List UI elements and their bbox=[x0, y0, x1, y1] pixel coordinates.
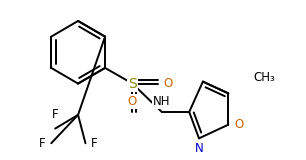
Text: F: F bbox=[91, 137, 98, 150]
Text: O: O bbox=[164, 77, 173, 90]
Text: F: F bbox=[39, 137, 45, 150]
Text: F: F bbox=[52, 108, 58, 121]
Text: S: S bbox=[128, 77, 137, 91]
Text: O: O bbox=[234, 118, 244, 131]
Text: O: O bbox=[128, 95, 137, 108]
Text: N: N bbox=[195, 142, 203, 155]
Text: CH₃: CH₃ bbox=[254, 71, 275, 84]
Text: NH: NH bbox=[153, 95, 170, 108]
